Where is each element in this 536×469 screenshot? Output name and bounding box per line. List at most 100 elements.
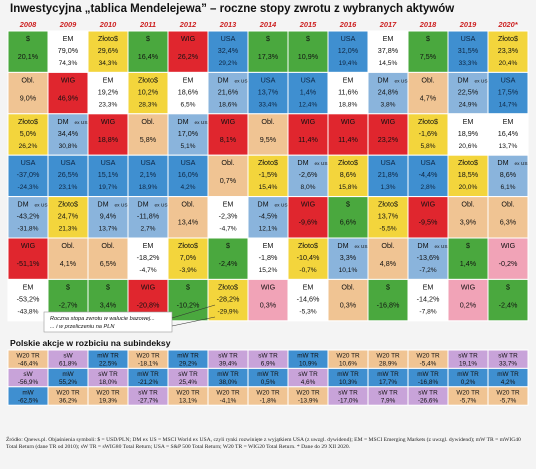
- return-value-base: 18,5%: [458, 170, 479, 179]
- return-value-pln: 3,8%: [380, 101, 395, 108]
- subindex-cell: [487, 386, 529, 406]
- subindex-label: mW TR: [217, 371, 239, 378]
- return-value-pln: 10,1%: [339, 267, 358, 274]
- return-value-pln: 33,3%: [459, 60, 478, 67]
- subindex-value: 61,8%: [59, 361, 77, 368]
- asset-label: USA: [21, 158, 36, 167]
- asset-label: WIG: [301, 117, 316, 126]
- asset-label-suffix: ex US: [394, 78, 407, 84]
- asset-cell: [407, 71, 449, 115]
- subindex-label: W20 TR: [176, 389, 200, 396]
- asset-cell: [207, 30, 249, 73]
- return-value: -10,2%: [177, 300, 200, 309]
- return-value-base: 5,0%: [20, 129, 37, 138]
- return-value: 6,6%: [340, 218, 357, 227]
- return-value-base: 32,4%: [218, 46, 239, 55]
- return-value-pln: 33,4%: [259, 101, 278, 108]
- return-value: 46,9%: [58, 93, 79, 102]
- asset-label: $: [466, 241, 470, 250]
- asset-label: $: [26, 34, 30, 43]
- asset-cell: [47, 30, 89, 73]
- asset-label: EM: [423, 282, 434, 291]
- return-value-pln: 74,3%: [59, 60, 78, 67]
- return-value-base: -28,2%: [217, 294, 240, 303]
- asset-label: Obl.: [381, 241, 394, 250]
- asset-label: WIG: [181, 34, 196, 43]
- return-value-base: 37,8%: [378, 46, 399, 55]
- asset-label: EM: [103, 75, 114, 84]
- asset-label-suffix: ex US: [34, 203, 47, 209]
- subindex-value: 28,9%: [379, 361, 397, 368]
- asset-label: $: [266, 34, 270, 43]
- asset-label: DM: [137, 200, 148, 209]
- asset-cell: [47, 196, 89, 239]
- subindex-value: 19,1%: [459, 361, 477, 368]
- asset-cell: [287, 278, 329, 322]
- asset-label: Obl.: [221, 158, 234, 167]
- asset-label: Złoto$: [178, 241, 198, 250]
- asset-label: WIG: [261, 282, 276, 291]
- asset-label: $: [106, 282, 110, 291]
- subindex-label: W20 TR: [56, 389, 80, 396]
- return-value-pln: -4,7%: [219, 226, 236, 233]
- year-header: 2019: [459, 20, 477, 29]
- callout-line-2: ... i w przeliczeniu na PLN: [50, 324, 115, 330]
- return-value-pln: 4,2%: [180, 184, 195, 191]
- subindex-value: -4,1%: [220, 397, 237, 404]
- asset-cell: [207, 113, 249, 156]
- subindex-label: mW TR: [377, 371, 399, 378]
- asset-cell: [367, 154, 409, 198]
- return-value-base: 19,2%: [98, 87, 119, 96]
- return-value-base: -1,8%: [259, 253, 278, 262]
- asset-label: Złoto$: [378, 200, 398, 209]
- asset-cell: [487, 71, 529, 115]
- asset-label: Złoto$: [98, 34, 118, 43]
- asset-label-suffix: ex US: [314, 161, 327, 167]
- asset-label: WIG: [341, 117, 356, 126]
- return-value: 5,8%: [140, 135, 157, 144]
- subindex-value: 4,2%: [501, 379, 516, 386]
- asset-label: DM: [297, 158, 308, 167]
- subindex-value: -17,0%: [338, 397, 359, 404]
- asset-cell: [247, 71, 289, 115]
- return-value-base: -4,5%: [259, 212, 278, 221]
- subindex-label: W20 TR: [296, 389, 320, 396]
- return-value-pln: -24,3%: [18, 184, 39, 191]
- asset-label: DM: [497, 158, 508, 167]
- asset-label: WIG: [21, 241, 36, 250]
- return-value-base: 8,6%: [340, 170, 357, 179]
- return-value: 0,2%: [460, 300, 477, 309]
- asset-label: DM: [337, 241, 348, 250]
- subindex-label: W20 TR: [336, 353, 360, 360]
- asset-cell: [447, 113, 489, 156]
- return-value-base: 22,5%: [458, 87, 479, 96]
- return-value-pln: 14,7%: [499, 101, 518, 108]
- asset-cell: [287, 196, 329, 239]
- return-value-pln: -5,3%: [299, 308, 316, 315]
- asset-label: USA: [181, 158, 196, 167]
- year-header: 2015: [299, 20, 317, 29]
- return-value-pln: 18,9%: [139, 184, 158, 191]
- return-value-base: 18,9%: [458, 129, 479, 138]
- asset-cell: [487, 278, 529, 322]
- asset-label: WIG: [421, 200, 436, 209]
- subindex-value: 55,2%: [59, 379, 77, 386]
- return-value: 3,9%: [460, 218, 477, 227]
- subindex-label: sW: [63, 353, 73, 360]
- subindex-label: mW TR: [337, 371, 359, 378]
- return-value-pln: 2,8%: [420, 184, 435, 191]
- return-value-base: 15,1%: [98, 170, 119, 179]
- asset-label: Złoto$: [298, 241, 318, 250]
- asset-label-suffix: ex US: [74, 120, 87, 126]
- asset-label: EM: [223, 200, 234, 209]
- return-value-pln: 18,6%: [219, 101, 238, 108]
- subindex-value: 25,4%: [179, 379, 197, 386]
- asset-label: Obl.: [141, 117, 154, 126]
- asset-label: Obl.: [181, 200, 194, 209]
- return-value: 9,0%: [20, 93, 37, 102]
- return-value-pln: 5,1%: [180, 143, 195, 150]
- asset-cell: [167, 237, 209, 280]
- subindex-value: -27,7%: [138, 397, 159, 404]
- return-value-pln: 8,0%: [300, 184, 315, 191]
- asset-label: WIG: [221, 117, 236, 126]
